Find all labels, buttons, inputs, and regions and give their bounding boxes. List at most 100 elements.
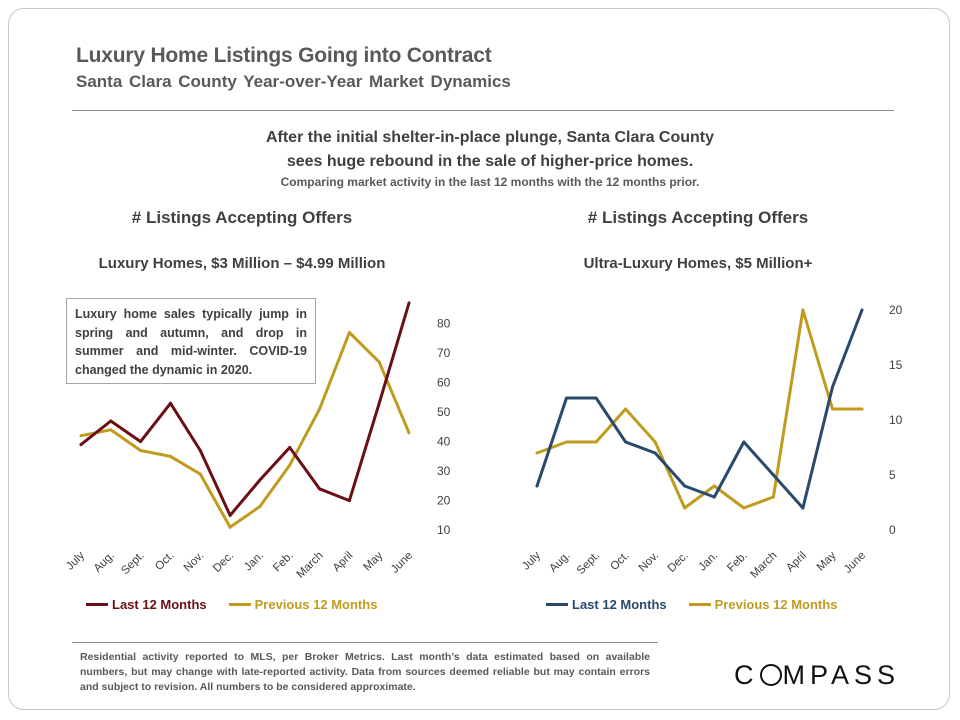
right-series-line-last-12: [535, 308, 864, 510]
legend-label-previous-12: Previous 12 Months: [254, 597, 378, 612]
left-data-point: [258, 505, 262, 509]
right-x-tick-label: Aug.: [547, 550, 572, 575]
left-data-point: [228, 513, 232, 517]
legend-swatch-previous-12: [228, 603, 251, 606]
right-data-point: [860, 308, 864, 312]
right-data-point: [771, 495, 775, 499]
legend-label-last-12-ultra: Last 12 Months: [572, 597, 667, 612]
left-data-point: [407, 301, 411, 305]
left-y-tick-label: 30: [437, 464, 451, 478]
left-data-point: [318, 407, 322, 411]
left-data-point: [347, 499, 351, 503]
left-data-point: [288, 446, 292, 450]
right-data-point: [624, 440, 628, 444]
right-chart-legend: Last 12 Months Previous 12 Months: [546, 597, 859, 612]
right-y-tick-label: 15: [889, 358, 903, 372]
right-x-tick-label: Jan.: [697, 550, 721, 574]
left-chart-subtitle: Luxury Homes, $3 Million – $4.99 Million: [98, 255, 386, 272]
right-x-tick-label: Oct.: [608, 550, 631, 573]
right-data-point: [565, 396, 569, 400]
left-chart-title: # Listings Accepting Offers: [131, 208, 353, 227]
left-chart-legend: Last 12 Months Previous 12 Months: [86, 597, 399, 612]
legend-item-previous-12-ultra: Previous 12 Months: [688, 597, 838, 612]
right-data-point: [653, 440, 657, 444]
right-data-point: [742, 440, 746, 444]
legend-item-last-12: Last 12 Months: [86, 597, 207, 612]
legend-label-previous-12-ultra: Previous 12 Months: [714, 597, 838, 612]
right-x-tick-label: May: [815, 549, 839, 573]
right-data-point: [742, 506, 746, 510]
page-subtitle: Santa Clara County Year-over-Year Market…: [76, 72, 511, 91]
left-data-point: [109, 428, 113, 432]
left-y-tick-label: 20: [437, 494, 451, 508]
left-y-tick-label: 50: [437, 405, 451, 419]
left-data-point: [168, 401, 172, 405]
left-y-tick-label: 10: [437, 523, 451, 537]
right-y-tick-label: 0: [889, 523, 896, 537]
right-data-point: [594, 396, 598, 400]
left-data-point: [377, 401, 381, 405]
right-data-point: [801, 506, 805, 510]
right-data-point: [771, 473, 775, 477]
left-data-point: [109, 419, 113, 423]
left-data-point: [377, 360, 381, 364]
footer-divider: [72, 642, 658, 643]
headline-line-2: sees huge rebound in the sale of higher-…: [286, 153, 694, 170]
left-data-point: [228, 525, 232, 529]
right-data-point: [860, 407, 864, 411]
right-y-tick-label: 5: [889, 468, 896, 482]
left-data-point: [318, 487, 322, 491]
left-y-tick-label: 70: [437, 346, 451, 360]
right-data-point: [830, 407, 834, 411]
right-y-tick-label: 20: [889, 303, 903, 317]
right-data-point: [830, 385, 834, 389]
right-data-point: [565, 440, 569, 444]
left-y-tick-label: 40: [437, 435, 451, 449]
compass-logo: C MPASS: [734, 660, 900, 691]
right-x-tick-label: Nov.: [637, 550, 662, 575]
right-x-tick-label: Sept.: [575, 550, 602, 577]
left-series-line-previous-12: [79, 331, 411, 529]
headline-note: Comparing market activity in the last 12…: [280, 175, 700, 189]
left-data-point: [79, 434, 83, 438]
left-y-tick-label: 80: [437, 317, 451, 331]
legend-item-last-12-ultra: Last 12 Months: [546, 597, 667, 612]
right-chart-subtitle: Ultra-Luxury Homes, $5 Million+: [583, 255, 813, 272]
left-data-point: [347, 330, 351, 334]
left-data-point: [258, 478, 262, 482]
page-title: Luxury Home Listings Going into Contract: [76, 44, 492, 67]
right-data-point: [535, 484, 539, 488]
logo-circle-icon: [759, 664, 782, 686]
right-data-point: [594, 440, 598, 444]
legend-swatch-last-12-ultra: [546, 603, 568, 606]
left-data-point: [139, 440, 143, 444]
left-data-point: [139, 448, 143, 452]
right-data-point: [712, 495, 716, 499]
left-series-line-last-12: [79, 301, 411, 517]
left-data-point: [288, 463, 292, 467]
headline: After the initial shelter-in-place plung…: [170, 126, 810, 174]
right-data-point: [683, 484, 687, 488]
left-data-point: [168, 454, 172, 458]
source-footnote: Residential activity reported to MLS, pe…: [80, 651, 650, 693]
right-x-tick-label: Feb.: [725, 550, 750, 575]
right-data-point: [683, 506, 687, 510]
right-chart-title: # Listings Accepting Offers: [587, 208, 809, 227]
left-data-point: [79, 443, 83, 447]
left-data-point: [198, 448, 202, 452]
left-data-point: [407, 431, 411, 435]
seasonality-note: Luxury home sales typically jump in spri…: [66, 298, 316, 384]
logo-text-mpass: MPASS: [782, 660, 901, 690]
headline-line-1: After the initial shelter-in-place plung…: [265, 129, 715, 146]
legend-swatch-previous-12-ultra: [688, 603, 711, 606]
right-y-tick-label: 10: [889, 413, 903, 427]
right-series-line-previous-12: [535, 308, 864, 510]
right-x-tick-label: July: [520, 549, 543, 572]
right-x-tick-label: June: [842, 550, 868, 576]
right-data-point: [535, 451, 539, 455]
legend-label-last-12: Last 12 Months: [112, 597, 207, 612]
right-x-tick-label: Dec.: [666, 550, 691, 575]
right-data-point: [801, 308, 805, 312]
